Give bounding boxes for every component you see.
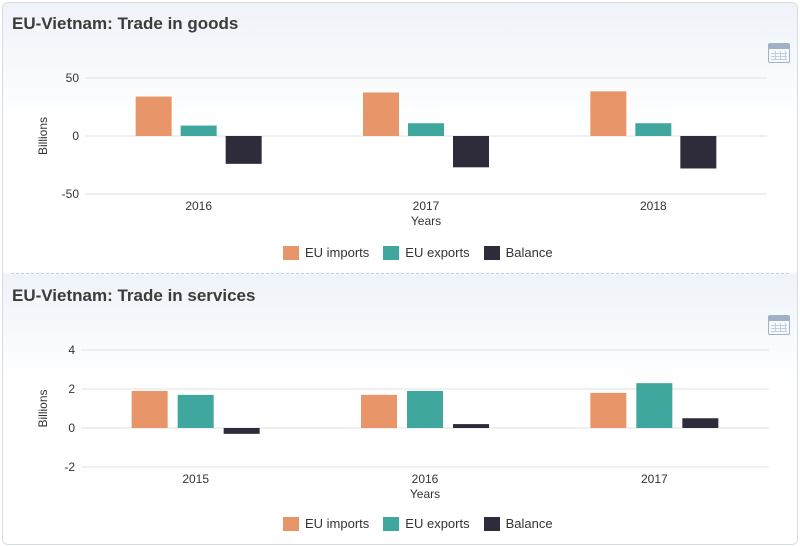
y-tick-label: 4 bbox=[68, 343, 75, 357]
services-panel: EU-Vietnam: Trade in services 4 2 0 -2 2015 2… bbox=[3, 275, 797, 544]
services-bar-chart: 4 2 0 -2 2015 2016 2017 Years Billions bbox=[36, 343, 769, 501]
bar-eu-imports-2016[interactable] bbox=[135, 96, 172, 136]
bar-eu-imports-2015[interactable] bbox=[131, 390, 168, 428]
legend-swatch-eu-exports bbox=[383, 516, 400, 531]
x-tick-label: 2017 bbox=[413, 199, 440, 213]
bar-balance-2017[interactable] bbox=[453, 136, 489, 168]
bar-eu-imports-2017[interactable] bbox=[590, 392, 627, 428]
bar-eu-exports-2018[interactable] bbox=[635, 123, 672, 136]
bar-eu-imports-2017[interactable] bbox=[363, 92, 399, 137]
legend-item-balance[interactable]: Balance bbox=[483, 516, 553, 531]
y-tick-label: 2 bbox=[68, 382, 75, 396]
services-legend: EU imports EU exports Balance bbox=[283, 516, 553, 531]
y-tick-label: 0 bbox=[68, 421, 75, 435]
bar-balance-2016[interactable] bbox=[225, 136, 262, 164]
legend-label-eu-imports: EU imports bbox=[305, 245, 370, 260]
x-tick-label: 2016 bbox=[185, 199, 212, 213]
bar-balance-2018[interactable] bbox=[680, 136, 717, 169]
legend-label-eu-exports: EU exports bbox=[405, 245, 470, 260]
table-icon[interactable] bbox=[768, 43, 790, 63]
bar-balance-2016[interactable] bbox=[453, 424, 489, 428]
table-icon[interactable] bbox=[768, 315, 790, 335]
goods-legend: EU imports EU exports Balance bbox=[283, 245, 553, 260]
x-tick-label: 2016 bbox=[412, 472, 439, 486]
goods-bar-chart: 50 0 -50 2016 2017 2018 Years Billions bbox=[36, 71, 767, 228]
panel-divider bbox=[11, 273, 789, 274]
legend-swatch-eu-imports bbox=[283, 516, 299, 531]
bar-eu-exports-2017[interactable] bbox=[636, 383, 673, 428]
x-tick-label: 2018 bbox=[640, 199, 667, 213]
y-tick-label: -2 bbox=[64, 460, 75, 474]
bar-balance-2017[interactable] bbox=[682, 418, 719, 428]
x-tick-label: 2017 bbox=[641, 472, 668, 486]
y-axis-title: Billions bbox=[36, 117, 50, 155]
goods-panel: EU-Vietnam: Trade in goods 50 0 -50 2016 201… bbox=[3, 3, 797, 273]
bar-eu-exports-2015[interactable] bbox=[177, 394, 214, 428]
y-tick-label: 0 bbox=[72, 129, 79, 143]
bar-eu-exports-2017[interactable] bbox=[408, 123, 444, 136]
x-tick-label: 2015 bbox=[182, 472, 209, 486]
bar-eu-imports-2016[interactable] bbox=[361, 394, 397, 428]
legend-label-balance: Balance bbox=[505, 516, 553, 531]
legend-item-eu-imports[interactable]: EU imports bbox=[283, 516, 369, 531]
bar-eu-imports-2018[interactable] bbox=[590, 91, 627, 136]
legend-swatch-eu-imports bbox=[283, 245, 299, 260]
legend-item-balance[interactable]: Balance bbox=[483, 245, 553, 260]
services-chart-title: EU-Vietnam: Trade in services bbox=[12, 286, 256, 305]
legend-item-eu-imports[interactable]: EU imports bbox=[283, 245, 369, 260]
y-tick-label: -50 bbox=[62, 187, 80, 201]
goods-chart-title: EU-Vietnam: Trade in goods bbox=[12, 14, 239, 33]
bar-eu-exports-2016[interactable] bbox=[180, 125, 217, 136]
bar-balance-2015[interactable] bbox=[223, 428, 260, 434]
legend-swatch-balance bbox=[483, 245, 500, 260]
x-axis-title: Years bbox=[411, 214, 441, 228]
legend-swatch-balance bbox=[483, 516, 500, 531]
y-axis-title: Billions bbox=[36, 389, 50, 427]
legend-label-balance: Balance bbox=[505, 245, 553, 260]
legend-item-eu-exports[interactable]: EU exports bbox=[383, 245, 470, 260]
legend-swatch-eu-exports bbox=[383, 245, 400, 260]
y-tick-label: 50 bbox=[66, 71, 80, 85]
bar-eu-exports-2016[interactable] bbox=[407, 390, 443, 428]
legend-item-eu-exports[interactable]: EU exports bbox=[383, 516, 470, 531]
legend-label-eu-exports: EU exports bbox=[405, 516, 470, 531]
legend-label-eu-imports: EU imports bbox=[305, 516, 370, 531]
x-axis-title: Years bbox=[410, 487, 440, 501]
